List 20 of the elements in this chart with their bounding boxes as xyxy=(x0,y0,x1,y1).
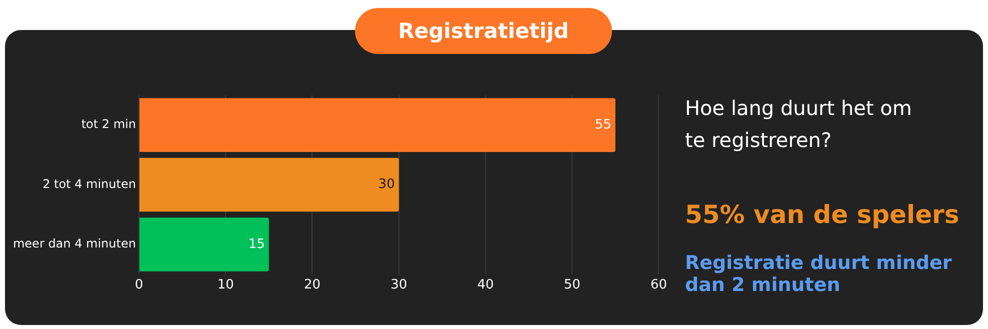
x-tick-label: 60 xyxy=(650,278,667,293)
bar xyxy=(139,98,616,152)
y-tick-label: tot 2 min xyxy=(81,117,136,132)
x-tick-label: 30 xyxy=(390,278,408,293)
chart-title: Registratietijd xyxy=(355,8,612,54)
x-tick-label: 0 xyxy=(134,278,144,293)
text: 55% van de spelers xyxy=(685,200,960,229)
data-label: 30 xyxy=(378,177,395,192)
bar xyxy=(139,158,399,212)
text: Hoe lang duurt het om te registreren? xyxy=(685,95,913,154)
data-label: 55 xyxy=(594,117,612,132)
x-tick-label: 10 xyxy=(217,278,234,293)
x-tick-label: 20 xyxy=(304,278,320,293)
bar xyxy=(139,218,269,272)
y-tick-label: meer dan 4 minuten xyxy=(12,236,136,251)
data-label: 15 xyxy=(248,236,265,252)
x-tick-label: 40 xyxy=(477,278,494,293)
y-tick-label: 2 tot 4 minuten xyxy=(42,176,136,191)
text: Registratie duurt minder dan 2 minuten xyxy=(685,252,953,296)
x-tick-label: 50 xyxy=(564,278,580,293)
